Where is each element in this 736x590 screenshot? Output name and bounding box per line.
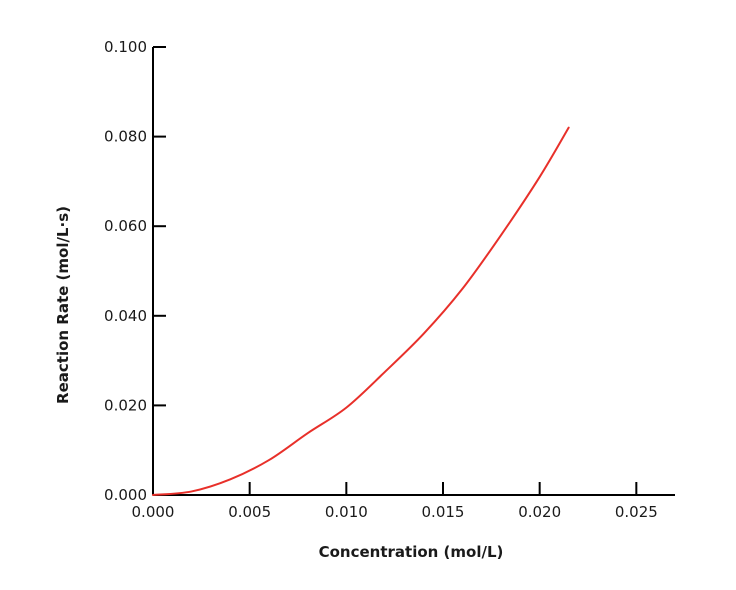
y-tick-label: 0.020 bbox=[104, 396, 147, 414]
x-tick-label: 0.010 bbox=[325, 503, 368, 521]
series-line bbox=[152, 126, 570, 496]
y-tick-label: 0.100 bbox=[104, 38, 147, 56]
series-group bbox=[152, 126, 570, 496]
y-tick-label: 0.060 bbox=[104, 217, 147, 235]
y-axis: 0.000 0.020 0.040 0.060 0.080 0.100 bbox=[104, 38, 166, 504]
y-axis-title: Reaction Rate (mol/L·s) bbox=[54, 206, 72, 404]
y-tick-label: 0.040 bbox=[104, 307, 147, 325]
x-tick-label: 0.005 bbox=[228, 503, 271, 521]
x-axis: 0.000 0.005 0.010 0.015 0.020 0.025 bbox=[132, 482, 675, 521]
x-tick-label: 0.015 bbox=[422, 503, 465, 521]
x-axis-title: Concentration (mol/L) bbox=[319, 543, 504, 561]
x-tick-label: 0.000 bbox=[132, 503, 175, 521]
x-tick-label: 0.020 bbox=[518, 503, 561, 521]
x-tick-label: 0.025 bbox=[615, 503, 658, 521]
y-tick-label: 0.080 bbox=[104, 128, 147, 146]
y-tick-label: 0.000 bbox=[104, 486, 147, 504]
